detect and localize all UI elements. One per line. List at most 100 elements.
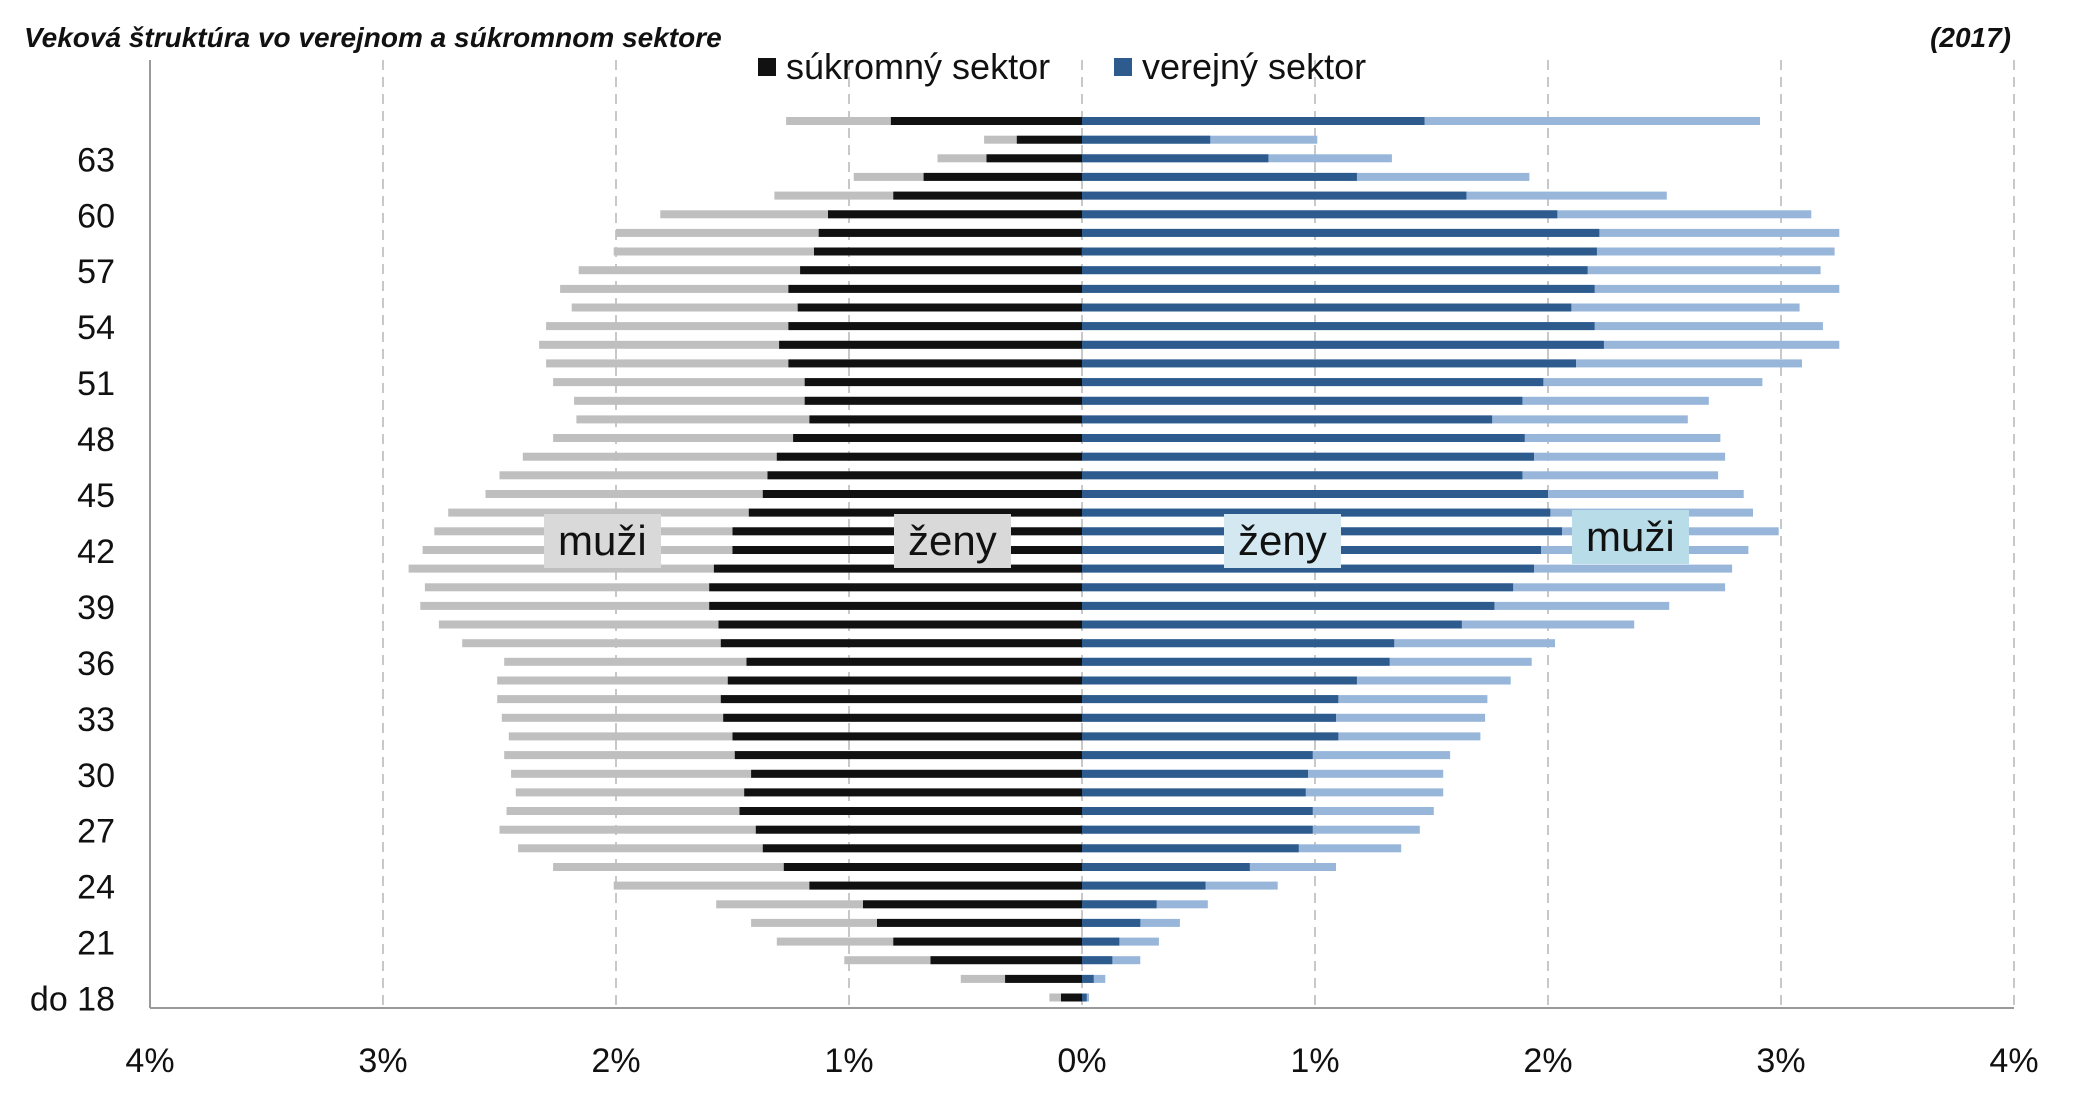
bar-public-women [1082,788,1306,797]
bar-public-women [1082,490,1548,498]
y-tick-label: 54 [77,309,115,347]
legend-item-public: verejný sektor [1114,46,1366,88]
bar-private-women [734,751,1082,760]
bar-private-women [732,732,1082,741]
bar-public-women [1082,508,1551,517]
bar-private-women [788,322,1082,331]
bar-private-women [814,247,1082,256]
legend-label-public: verejný sektor [1142,46,1367,87]
bar-private-women [767,471,1083,480]
bar-public-women [1082,191,1467,200]
bar-public-women [1082,154,1269,163]
bar-public-women [1082,564,1534,573]
bar-private-women [804,396,1082,405]
x-tick-label: 1% [1290,1042,1339,1080]
bar-private-women [723,713,1082,722]
bar-public-women [1082,471,1523,480]
bar-private-women [1005,974,1082,983]
bar-private-women [863,900,1082,909]
bar-public-women [1082,210,1558,219]
annotation-private-men: muži [544,514,661,568]
x-tick-label: 2% [591,1042,640,1080]
bar-private-women [718,620,1082,629]
bar-private-women [797,303,1082,312]
bar-private-women [890,117,1082,125]
bar-private-women [779,340,1082,349]
chart-title: Veková štruktúra vo verejnom a súkromnom… [24,22,722,53]
bar-private-women [800,266,1082,275]
bar-private-women [746,657,1082,666]
y-tick-label: 57 [77,253,115,291]
bar-public-women [1082,117,1425,125]
bar-public-women [1082,918,1141,927]
bar-private-women [877,918,1082,927]
y-tick-label: 63 [77,141,115,179]
y-tick-label: 36 [77,645,115,683]
y-tick-label: do 18 [30,981,115,1019]
y-tick-label: 24 [77,869,115,907]
y-tick-label: 42 [77,533,115,571]
y-tick-label: 48 [77,421,115,459]
bar-public-women [1082,657,1390,666]
bars [408,117,1840,1002]
bar-public-women [1082,863,1250,871]
legend-label-private: súkromný sektor [786,46,1051,87]
bar-public-women [1082,844,1299,853]
bar-private-women [720,695,1082,704]
y-tick-label: 33 [77,701,115,739]
bar-public-women [1082,415,1493,424]
x-tick-label: 4% [125,1042,174,1080]
bar-public-women [1082,135,1211,144]
bar-public-women [1082,583,1514,592]
bar-private-women [804,378,1082,387]
bar-public-women [1082,825,1313,834]
bar-public-women [1082,956,1113,965]
bar-private-women [1016,135,1082,144]
bar-private-women [783,863,1082,871]
bar-public-women [1082,769,1308,778]
bar-public-women [1082,993,1087,1002]
bar-private-women [709,583,1082,592]
bar-public-women [1082,452,1534,461]
bar-public-women [1082,713,1336,722]
y-tick-label: 45 [77,477,115,515]
legend-swatch-public [1114,58,1132,76]
bar-private-women [828,210,1082,219]
bar-public-women [1082,881,1206,890]
bar-public-women [1082,695,1339,704]
bar-public-women [1082,900,1157,909]
bar-public-women [1082,676,1357,685]
bar-public-women [1082,434,1525,442]
bar-private-women [720,639,1082,648]
bar-public-women [1082,396,1523,405]
bar-private-women [893,191,1082,200]
bar-public-women [1082,172,1357,181]
bar-private-women [986,154,1082,163]
annotation-public-men: muži [1572,510,1689,564]
bar-public-women [1082,303,1572,312]
bar-private-women [727,676,1082,685]
bar-public-women [1082,359,1576,368]
legend-swatch-private [758,58,776,76]
bar-private-women [762,490,1082,498]
bar-private-women [818,228,1082,237]
bar-public-women [1082,639,1395,648]
x-tick-label: 3% [1756,1042,1805,1080]
bar-public-women [1082,751,1313,760]
bar-private-women [923,172,1082,181]
bar-private-women [809,881,1082,890]
bar-private-women [788,284,1082,293]
bar-public-women [1082,284,1595,293]
x-tick-label: 3% [358,1042,407,1080]
bar-private-women [930,956,1082,965]
bar-public-women [1082,266,1588,275]
bar-private-women [788,359,1082,368]
bar-private-women [755,825,1082,834]
y-tick-label: 27 [77,813,115,851]
y-tick-label: 39 [77,589,115,627]
bar-private-women [809,415,1082,424]
bar-private-women [751,769,1082,778]
bar-public-women [1082,807,1313,815]
bar-private-women [762,844,1082,853]
